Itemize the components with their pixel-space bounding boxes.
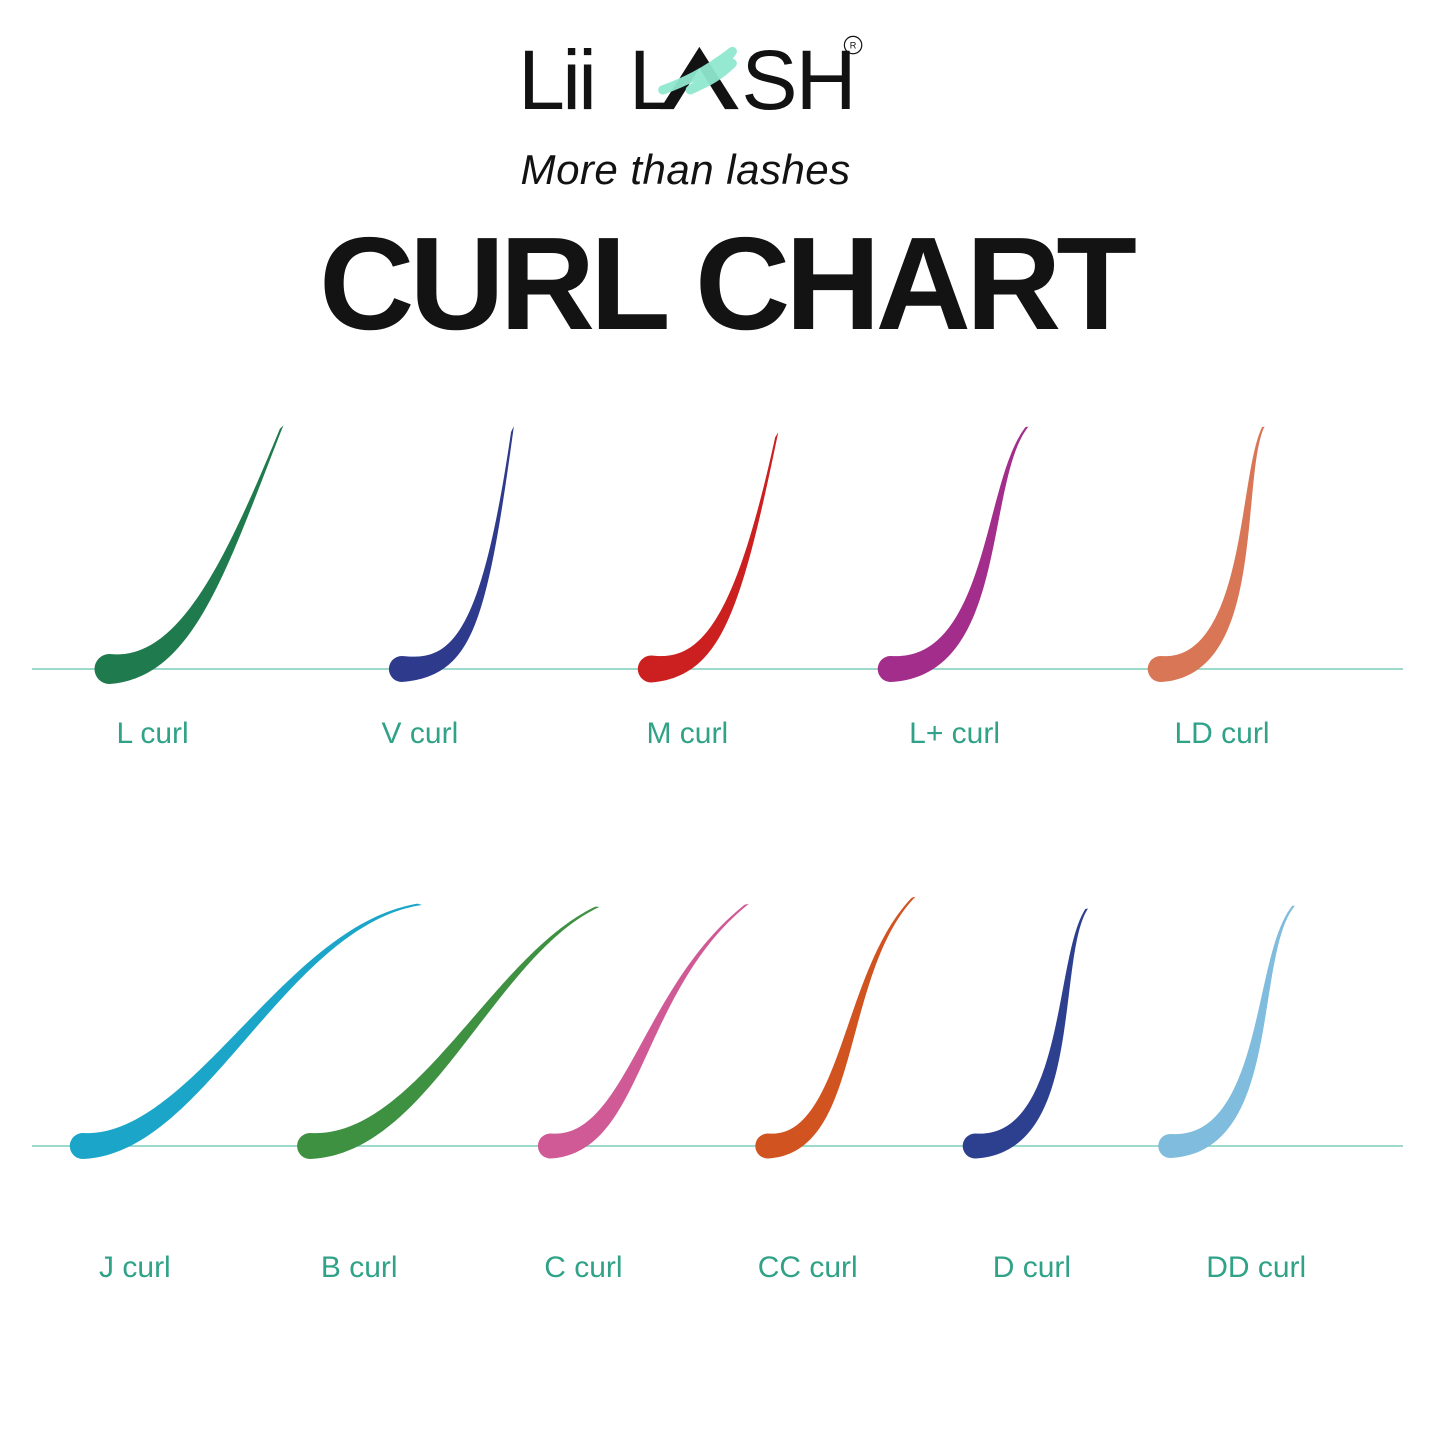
svg-text:DD curl: DD curl [1206,1251,1306,1284]
svg-text:V curl: V curl [382,717,459,750]
svg-text:LD curl: LD curl [1174,717,1269,750]
svg-text:J curl: J curl [99,1251,171,1284]
svg-text:D curl: D curl [993,1251,1071,1284]
svg-text:C curl: C curl [544,1251,622,1284]
svg-text:L+ curl: L+ curl [909,717,1000,750]
svg-text:L curl: L curl [116,717,188,750]
svg-text:M curl: M curl [646,717,728,750]
svg-text:CC curl: CC curl [758,1251,858,1284]
svg-text:B curl: B curl [321,1251,398,1284]
